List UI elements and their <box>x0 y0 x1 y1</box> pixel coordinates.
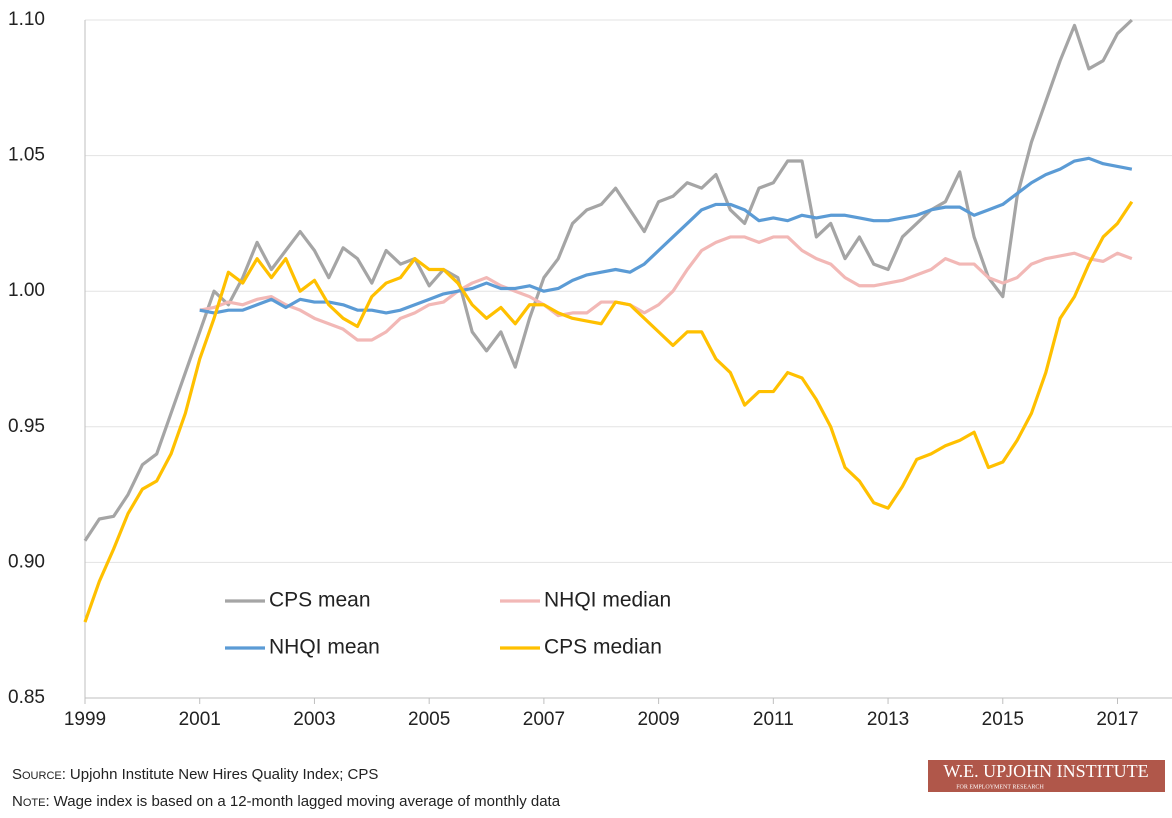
x-tick-label: 2001 <box>179 709 221 730</box>
note-label: Note: <box>12 793 50 810</box>
x-tick-label: 2013 <box>867 709 909 730</box>
source-label: Source: <box>12 766 66 783</box>
note: Note: Wage index is based on a 12-month l… <box>12 793 561 810</box>
series-line <box>83 200 1134 623</box>
legend-label: CPS mean <box>269 589 371 612</box>
source: Source: Upjohn Institute New Hires Qualit… <box>12 766 378 783</box>
x-tick-label: 2011 <box>753 709 794 730</box>
series-line <box>199 235 1133 342</box>
x-tick-label: 2005 <box>408 709 450 730</box>
y-tick-label: 1.10 <box>8 9 45 30</box>
note-text: Wage index is based on a 12-month lagged… <box>54 793 561 810</box>
x-tick-label: 2007 <box>523 709 565 730</box>
y-tick-label: 0.90 <box>8 551 45 572</box>
logo-box <box>928 760 1165 792</box>
y-tick-label: 1.05 <box>8 145 45 166</box>
logo-title: W.E. UPJOHN INSTITUTE <box>943 761 1148 781</box>
x-tick-label: 2003 <box>293 709 335 730</box>
y-tick-label: 0.95 <box>8 416 45 437</box>
x-tick-label: 2009 <box>637 709 679 730</box>
legend-label: NHQI mean <box>269 636 380 659</box>
x-tick-label: 2015 <box>982 709 1024 730</box>
logo-subtitle: FOR EMPLOYMENT RESEARCH <box>956 784 1044 790</box>
y-tick-label: 0.85 <box>8 687 45 708</box>
y-tick-label: 1.00 <box>8 280 45 301</box>
legend-label: CPS median <box>544 636 662 659</box>
x-tick-label: 1999 <box>64 709 106 730</box>
source-text: Upjohn Institute New Hires Quality Index… <box>70 766 378 783</box>
x-tick-label: 2017 <box>1096 709 1138 730</box>
legend-label: NHQI median <box>544 589 671 612</box>
series-line <box>199 156 1133 315</box>
series-line <box>83 18 1133 542</box>
